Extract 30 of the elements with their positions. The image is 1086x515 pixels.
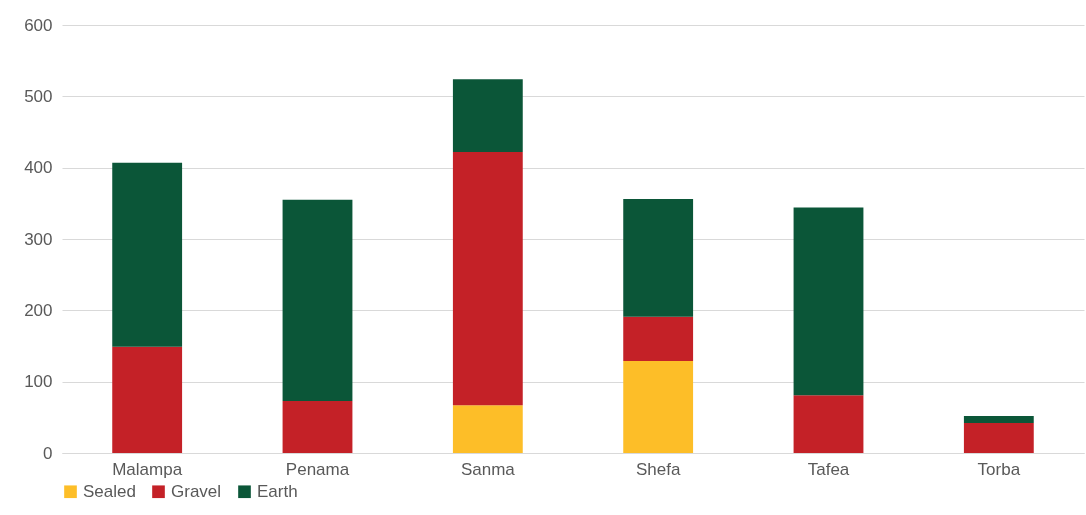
bar: [793, 207, 864, 396]
y-tick-label: 200: [24, 300, 53, 320]
y-tick-label: 600: [24, 15, 53, 35]
y-tick-label: 100: [24, 372, 53, 392]
bar: [112, 346, 183, 453]
x-tick-label: Malampa: [112, 459, 183, 479]
y-tick-label: 400: [24, 158, 53, 178]
bar: [963, 415, 1034, 424]
bar: [452, 79, 523, 152]
bar: [623, 316, 694, 361]
x-tick-label: Sanma: [460, 459, 516, 479]
bar: [282, 400, 353, 453]
bar: [112, 162, 183, 347]
bar: [963, 423, 1034, 453]
bar: [623, 199, 694, 317]
x-tick-label: Shefa: [635, 459, 681, 479]
legend-label: Sealed: [83, 481, 136, 501]
bar: [282, 199, 353, 401]
x-tick-label: Torba: [977, 459, 1021, 479]
bar: [452, 151, 523, 406]
x-tick-label: Tafea: [807, 459, 850, 479]
y-tick-label: 500: [24, 86, 53, 106]
y-tick-label: 0: [43, 443, 53, 463]
bar: [452, 405, 523, 453]
legend-label: Gravel: [171, 481, 222, 501]
bar: [623, 360, 694, 453]
y-tick-label: 300: [24, 229, 53, 249]
legend-label: Earth: [257, 481, 298, 501]
x-tick-label: Penama: [285, 459, 350, 479]
bar: [793, 395, 864, 453]
